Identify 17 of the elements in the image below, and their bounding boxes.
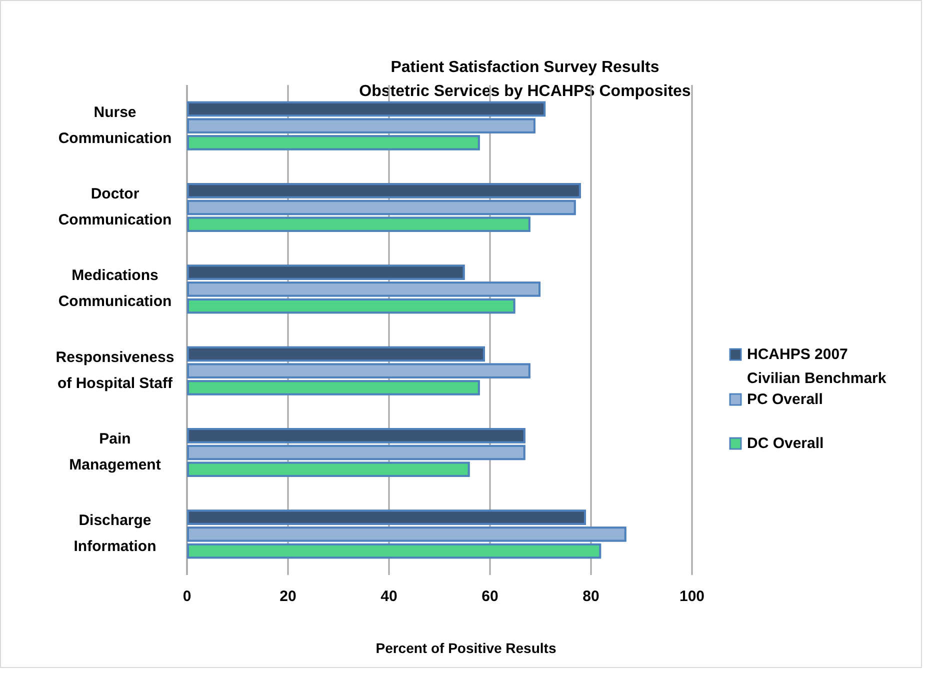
y-tick-label: Responsiveness of Hospital Staff <box>56 348 174 392</box>
legend-label: PC Overall <box>747 390 823 408</box>
legend-label: HCAHPS 2007 Civilian Benchmark <box>747 346 887 387</box>
chart-title: Patient Satisfaction Survey Results Obstetric Services by HCAHPS Composites <box>359 59 691 100</box>
y-tick-label: Discharge Information <box>74 512 156 556</box>
x-axis-title: Percent of Positive Results <box>376 640 556 656</box>
x-tick-label: 80 <box>582 588 600 605</box>
y-tick-label: Pain Management <box>69 430 161 474</box>
legend-label: DC Overall <box>747 434 824 452</box>
x-tick-label: 0 <box>182 588 192 605</box>
y-tick-label: Nurse Communication <box>58 104 172 147</box>
x-tick-label: 100 <box>679 588 705 605</box>
x-tick-label: 20 <box>280 588 296 605</box>
y-tick-label: Doctor Communication <box>58 185 172 228</box>
x-tick-label: 60 <box>482 588 498 605</box>
y-tick-label: Medications Communication <box>58 267 172 310</box>
x-tick-label: 40 <box>380 588 398 605</box>
